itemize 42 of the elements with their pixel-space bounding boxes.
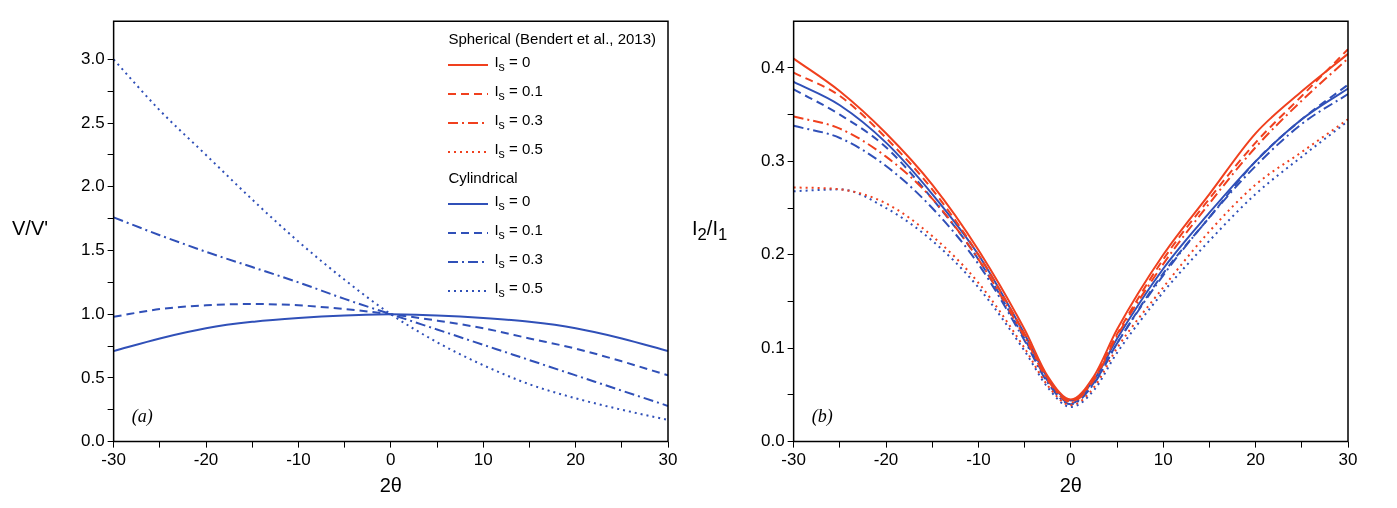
x-tick-label: 20	[1246, 450, 1266, 470]
annotation: Spherical (Bendert et al., 2013)	[448, 29, 656, 50]
y-tick-label: 0.0	[80, 431, 105, 451]
x-axis-title: 2θ	[1059, 473, 1082, 496]
legend-label: I$_{s}$ = 0.5	[494, 139, 543, 164]
y-axis-title: V/V'	[12, 217, 49, 241]
x-tick-label: 10	[1153, 450, 1173, 470]
annotation: (b)	[811, 405, 833, 427]
y-tick-label: 0.1	[760, 337, 785, 357]
x-tick-label: -20	[873, 450, 899, 470]
y-tick-label: 1.0	[80, 303, 105, 323]
legend-label: I$_{s}$ = 0.1	[494, 220, 543, 245]
y-tick-label: 0.4	[760, 57, 785, 77]
y-tick-label: 2.0	[80, 176, 105, 196]
legend-label: I$_{s}$ = 0.3	[494, 249, 543, 274]
x-tick-label: 20	[566, 450, 586, 470]
x-tick-label: 30	[1338, 450, 1358, 470]
legend-label: I$_{s}$ = 0.3	[494, 110, 543, 135]
y-tick-label: 0.2	[760, 244, 785, 264]
x-tick-label: -30	[101, 450, 126, 470]
y-tick-label: 0.5	[80, 367, 105, 387]
x-tick-label: -20	[193, 450, 219, 470]
x-tick-label: -30	[781, 450, 806, 470]
x-tick-label: 0	[386, 450, 396, 470]
annotation: Cylindrical	[448, 168, 519, 189]
legend-label: I$_{s}$ = 0	[494, 191, 531, 216]
x-tick-label: 0	[1066, 450, 1076, 470]
x-tick-label: -10	[286, 450, 311, 470]
annotation: (a)	[131, 405, 153, 427]
x-tick-label: -10	[966, 450, 991, 470]
y-axis-title: I$_{2}$/I$_{1}$	[692, 217, 728, 246]
x-tick-label: 10	[473, 450, 493, 470]
y-tick-label: 0.3	[760, 151, 785, 171]
x-tick-label: 30	[658, 450, 678, 470]
legend-label: I$_{s}$ = 0	[494, 52, 531, 77]
y-tick-label: 3.0	[80, 49, 105, 69]
legend-label: I$_{s}$ = 0.1	[494, 81, 543, 106]
x-axis-title: 2θ	[379, 473, 402, 496]
legend-label: I$_{s}$ = 0.5	[494, 278, 543, 303]
y-tick-label: 1.5	[80, 240, 105, 260]
y-tick-label: 2.5	[80, 112, 105, 132]
y-tick-label: 0.0	[760, 431, 785, 451]
